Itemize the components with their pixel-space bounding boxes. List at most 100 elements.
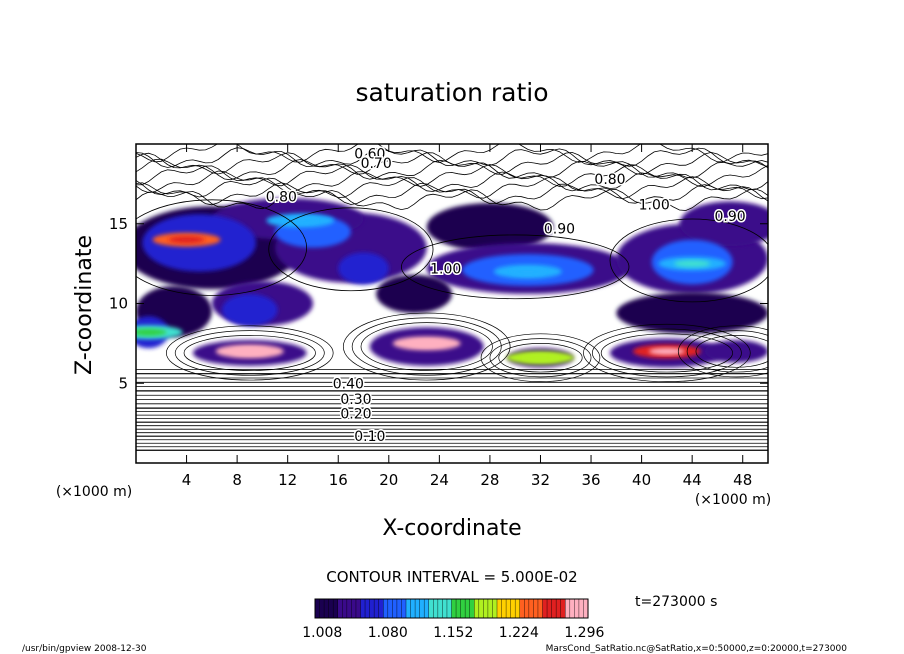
field-peak-core-1 [231,347,268,355]
contour-line-cloud [600,333,733,373]
colorbar-cell [442,599,448,618]
colorbar-cell [469,599,475,618]
contour-line-cloud [686,330,768,373]
plot-area: 0.10 0.200.300.40 0.600.70 0.80 0.80 0.90 0.90… [136,144,768,463]
colorbar-cell [328,599,334,618]
contour-line-high [136,188,768,211]
colorbar-cell [524,599,530,618]
colorbar-cell [428,599,434,618]
colorbar-tick-label: 1.152 [433,625,473,641]
colorbar-cell [478,599,484,618]
contour-line-band [268,207,434,292]
colorbar-cell [392,599,398,618]
colorbar-cell [578,599,585,618]
contour-line-cloud [489,338,592,378]
contour-line-cloud [165,325,334,381]
y-axis-label: Z-coordinate [72,235,97,375]
x-tick-label: 12 [278,471,297,489]
colorbar-cell [342,599,348,618]
contour-line-cloud [591,328,742,378]
colorbar-cell [483,599,489,618]
colorbar-cell [492,599,498,618]
contour-label: 1.00 [639,198,670,214]
contour-line-band [609,218,768,303]
contour-lines [136,144,768,451]
colorbar-cell [569,599,575,618]
colorbar-cell [360,599,366,618]
colorbar-cell [501,599,507,618]
contour-line-band [136,199,308,296]
field-peak-core-6 [509,268,546,276]
colorbar-cell [565,599,571,618]
x-tick-label: 24 [430,471,449,489]
contour-label: 1.00 [430,261,461,277]
contour-label: 0.80 [594,172,625,188]
field-peak-core-3 [168,236,205,244]
colorbar-cell [369,599,375,618]
colorbar-cell [365,599,371,618]
contour-line-high [136,182,768,206]
colorbar-cell [324,599,330,618]
field-peak-core-7 [282,217,319,225]
colorbar-cell [456,599,462,618]
contour-line-cloud [498,343,583,373]
contour-label: 0.60 [354,147,385,163]
colorbar-cell [510,599,516,618]
contour-label: 0.80 [266,190,297,206]
contour-line-cloud [174,330,325,376]
colorbar-cell [556,599,562,618]
x-tick-label: 36 [581,471,600,489]
field-band [616,292,768,334]
contour-line-high [136,170,768,194]
saturation-field [136,198,768,368]
colorbar-cell [451,599,457,618]
colorbar-cell [446,599,453,618]
x-tick-label: 16 [329,471,348,489]
colorbar-cell [410,599,416,618]
field-peak-core-5 [674,260,711,268]
colorbar-cell [515,599,521,618]
colorbar-cell [387,599,393,618]
colorbar-tick-label: 1.008 [302,625,342,641]
colorbar-cell [419,599,425,618]
x-tick-label: 20 [379,471,398,489]
x-axis-unit: (×1000 m) [695,492,771,508]
colorbar-cell [487,599,494,618]
colorbar-cell [406,599,412,618]
y-axis-unit: (×1000 m) [56,484,132,500]
x-axis-ticks: 4 8 12 16 20 24 28 32 36 40 44 48 [182,144,752,489]
colorbar-cell [383,599,389,618]
contour-line-cloud [360,322,493,371]
x-tick-label: 32 [531,471,550,489]
y-tick-label: 10 [109,295,128,313]
colorbar-cell [415,599,421,618]
field-band [679,201,768,247]
y-tick-label: 15 [109,215,128,233]
contour-line-high [136,176,768,200]
contour-line-high [136,164,768,187]
contour-line-cloud [677,325,768,378]
time-label: t=273000 s [635,594,717,610]
colorbar-cell [346,599,352,618]
contour-line-cloud [342,312,511,381]
colorbar-tick-label: 1.080 [368,625,408,641]
contour-label: 0.10 [354,429,385,445]
field-peak-core-0 [408,339,445,347]
colorbar-cell [333,599,339,618]
colorbar-cell [474,599,480,618]
contour-line-cloud [183,335,316,371]
colorbar-cell [583,599,589,618]
colorbar-cell [378,599,384,618]
colorbar-cell [337,599,343,618]
colorbar-cell [319,599,325,618]
colorbar-cell [424,599,430,618]
contour-line-band [401,234,630,300]
contour-line-cloud [583,323,751,383]
contour-label: 0.20 [340,407,371,423]
colorbar-tick-label: 1.224 [499,625,539,641]
colorbar-cell [374,599,380,618]
colorbar-cell [460,599,466,618]
colorbar-cell [497,599,503,618]
footer-right: MarsCond_SatRatio.nc@SatRatio,x=0:50000,… [546,644,848,654]
y-axis-ticks: 5 10 15 [109,215,768,392]
